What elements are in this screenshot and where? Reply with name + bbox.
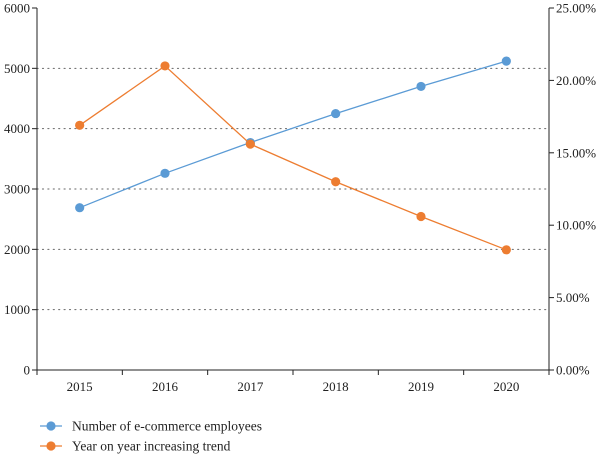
legend-label: Number of e-commerce employees (72, 419, 262, 434)
x-axis-tick-label: 2015 (67, 379, 93, 394)
grid-lines (36, 67, 550, 311)
data-point (416, 81, 426, 92)
left-axis-tick-label: 1000 (4, 302, 30, 317)
series-line (79, 65, 507, 251)
data-point (75, 120, 85, 130)
series-1 (75, 61, 511, 255)
x-axis-tick-label: 2020 (493, 379, 519, 394)
left-axis-tick-label: 5000 (4, 61, 30, 76)
data-point (416, 211, 426, 222)
series-line (79, 60, 507, 209)
data-series (75, 56, 511, 255)
left-axis-tick-label: 3000 (4, 182, 30, 197)
legend-item: Number of e-commerce employees (40, 419, 262, 434)
legend-marker (46, 421, 56, 431)
x-axis-tick-label: 2017 (237, 379, 264, 394)
left-axis-tick-label: 6000 (4, 1, 30, 16)
axes (32, 7, 554, 375)
left-axis-tick-label: 4000 (4, 121, 30, 136)
data-point (160, 61, 170, 71)
right-axis-tick-label: 20.00% (556, 73, 596, 88)
data-point (501, 56, 511, 66)
data-point (75, 203, 85, 213)
legend-item: Year on year increasing trend (40, 439, 231, 454)
right-axis-tick-label: 0.00% (556, 363, 590, 378)
x-axis-tick-label: 2019 (408, 379, 434, 394)
legend-marker (46, 441, 56, 451)
right-axis-tick-label: 25.00% (556, 1, 596, 16)
x-axis-tick-label: 2016 (152, 379, 179, 394)
legend: Number of e-commerce employees Year on ye… (40, 419, 262, 454)
right-axis-tick-label: 10.00% (556, 218, 596, 233)
x-axis-tick-label: 2018 (323, 379, 349, 394)
legend-label: Year on year increasing trend (72, 439, 231, 454)
right-axis-tick-label: 5.00% (556, 290, 590, 305)
data-point (501, 245, 511, 255)
left-axis-tick-label: 2000 (4, 242, 30, 257)
data-point (331, 108, 341, 119)
tick-labels: 0 1000 2000 3000 4000 5000 6000 0.00% 5.00% 10.00… (4, 1, 596, 395)
data-point (160, 168, 170, 178)
left-axis-tick-label: 0 (24, 363, 31, 378)
data-point (331, 177, 341, 187)
data-point (245, 139, 255, 149)
right-axis-tick-label: 15.00% (556, 145, 596, 160)
